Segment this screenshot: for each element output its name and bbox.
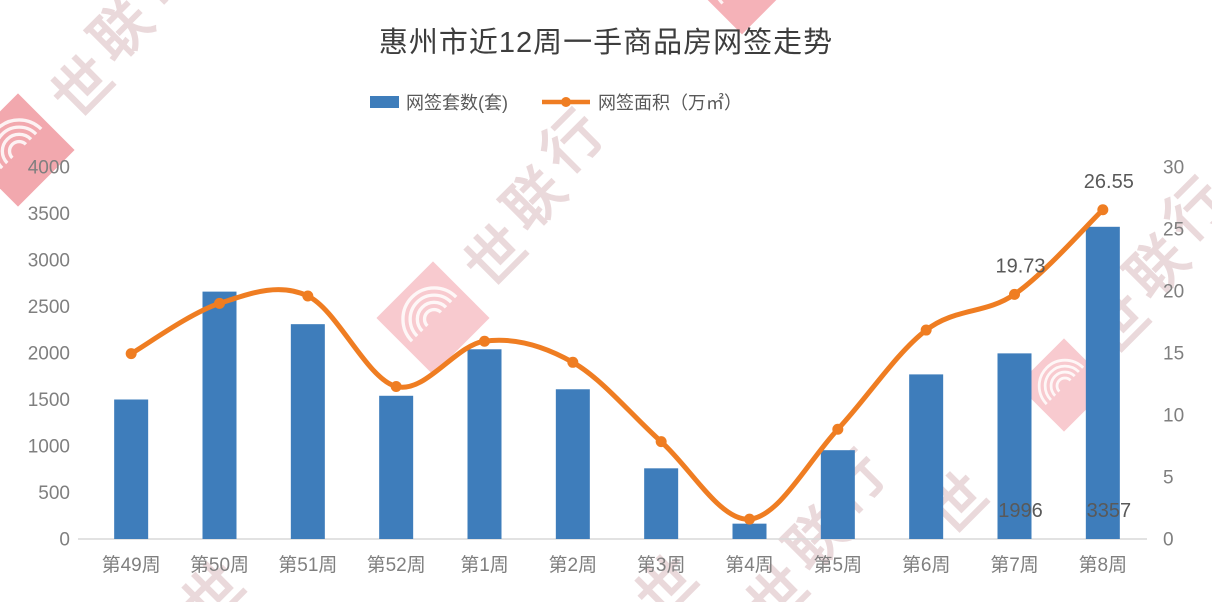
right-axis-tick-label: 20	[1163, 282, 1184, 303]
right-axis-tick-label: 0	[1163, 530, 1174, 551]
x-axis-category-label: 第4周	[725, 554, 774, 576]
x-axis-category-label: 第6周	[902, 554, 951, 576]
left-axis-tick-label: 1500	[28, 390, 70, 411]
line-data-label: 19.73	[995, 255, 1045, 277]
line-marker	[1097, 204, 1109, 216]
line-marker	[920, 324, 932, 336]
bar	[555, 389, 590, 539]
line-marker	[832, 423, 844, 435]
x-axis-category-label: 第1周	[460, 554, 509, 576]
right-axis-tick-label: 5	[1163, 468, 1174, 489]
x-axis-category-label: 第49周	[102, 554, 161, 576]
bar-data-label: 3357	[1087, 500, 1132, 522]
bar	[114, 399, 149, 539]
bar	[909, 374, 944, 539]
line-data-label: 26.55	[1084, 171, 1134, 193]
legend-label-line-series: 网签面积（万㎡）	[598, 93, 742, 113]
x-axis-category-label: 第50周	[190, 554, 249, 576]
bar-series-swatch-icon	[370, 96, 399, 108]
x-axis-category-label: 第7周	[990, 554, 1039, 576]
left-axis-tick-label: 3000	[28, 251, 70, 272]
x-axis-category-label: 第52周	[367, 554, 426, 576]
line-marker	[479, 335, 490, 347]
chart-title: 惠州市近12周一手商品房网签走势	[378, 27, 834, 59]
bar	[820, 450, 855, 539]
legend-item-bar-series: 网签套数(套)	[370, 89, 508, 115]
line-marker	[744, 513, 755, 525]
chart-legend: 网签套数(套) 网签面积（万㎡）	[370, 89, 742, 115]
left-axis-tick-label: 2000	[28, 344, 70, 365]
line-marker	[655, 436, 667, 448]
bar-data-label: 1996	[998, 500, 1043, 522]
bar	[379, 395, 414, 539]
line-marker	[302, 290, 314, 302]
line-series-swatch-icon	[542, 97, 590, 107]
line-marker	[390, 380, 402, 392]
chart-header: 惠州市近12周一手商品房网签走势	[0, 19, 1212, 61]
line-marker	[214, 297, 225, 309]
right-axis-tick-label: 25	[1163, 220, 1184, 241]
area-line	[128, 207, 1106, 522]
bar	[202, 291, 237, 539]
right-axis-tick-label: 15	[1163, 344, 1184, 365]
x-axis-category-label: 第3周	[637, 554, 686, 576]
left-axis-tick-label: 3500	[28, 204, 70, 225]
x-axis-category-label: 第2周	[549, 554, 598, 576]
left-axis-tick-label: 500	[38, 483, 70, 504]
line-marker	[1009, 288, 1020, 300]
x-axis-category-label: 第8周	[1079, 554, 1128, 576]
line-marker	[125, 348, 137, 360]
bar	[467, 349, 502, 539]
x-axis-category-label: 第5周	[814, 554, 863, 576]
line-marker	[567, 356, 579, 368]
left-axis-tick-label: 4000	[28, 158, 70, 179]
bar	[732, 523, 767, 539]
left-axis-tick-label: 2500	[28, 297, 70, 318]
bar	[644, 468, 679, 539]
right-axis-tick-label: 10	[1163, 406, 1184, 427]
left-axis-tick-label: 1000	[28, 437, 70, 458]
right-axis-tick-label: 30	[1163, 158, 1184, 179]
x-axis-category-label: 第51周	[278, 554, 337, 576]
bar	[1085, 226, 1120, 539]
left-axis-tick-label: 0	[59, 530, 70, 551]
bar	[290, 324, 325, 539]
legend-label-bar-series: 网签套数(套)	[406, 93, 508, 113]
legend-item-line-series: 网签面积（万㎡）	[541, 89, 742, 115]
